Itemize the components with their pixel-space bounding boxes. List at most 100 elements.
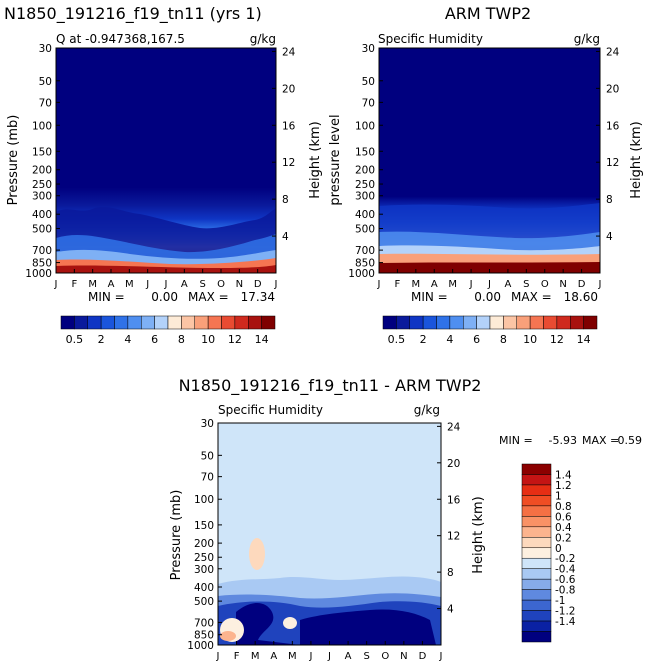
p3-ptick-label-11: 850 [194,630,214,642]
cbar3-label-6: 0.2 [555,532,572,544]
p1-mtick-label-10: N [236,279,243,290]
p2-mtick-label-2: M [412,279,421,290]
p2-ptick-label-4: 150 [355,146,375,158]
cbar2-label-1: 2 [420,333,427,346]
p1-htick-label-5: 4 [282,231,289,243]
p1-mtick-label-0: J [54,279,58,290]
p1-ptick-label-7: 300 [32,191,52,203]
p3-ptick-label-5: 200 [194,538,214,550]
p2-ptick-label-8: 400 [355,209,375,221]
p3-mtick-label-11: D [419,651,427,662]
p1-htick-label-1: 20 [282,83,295,95]
cbar1-swatch-14 [248,315,262,330]
panel2-min-value: 0.00 [474,290,501,304]
model-panel: N1850_191216_f19_tn11 (yrs 1) Q at -0.94… [4,4,323,304]
p2-mtick-label-5: J [469,279,473,290]
p3-htick-label-0: 24 [447,421,461,433]
colorbar-model: 0.5 2 4 6 8 10 12 14 [60,315,276,346]
cbar3-swatch-1 [521,474,552,486]
p1-mtick-label-8: S [199,279,205,290]
cbar3-swatch-9 [521,557,552,569]
p1-ptick-label-12: 1000 [25,268,52,280]
p2-ptick-label-1: 50 [362,76,375,88]
panel3-contour-minus14 [236,603,436,645]
cbar3-label-1: 1.2 [555,480,572,492]
panel1-max-label: MAX = [188,290,229,304]
cbar2-label-2: 4 [446,333,453,346]
cbar3-label-9: -0.4 [555,564,576,576]
p2-ptick-label-10: 700 [355,245,375,257]
cbar1-swatch-4 [114,315,129,330]
cbar2-swatch-14 [570,315,584,330]
p3-mtick-label-12: J [439,651,443,662]
cbar3-label-4: 0.6 [555,511,572,523]
p1-ptick-label-8: 400 [32,209,52,221]
cbar1-swatch-7 [154,315,169,330]
p1-ptick-label-10: 700 [32,245,52,257]
p2-ptick-label-2: 70 [362,97,375,109]
cbar2-label-5: 10 [523,333,537,346]
panel3-max-label: MAX = [582,434,619,447]
p2-mtick-label-9: O [541,279,549,290]
cbar1-label-4: 8 [178,333,185,346]
panel3-subtitle-left: Specific Humidity [218,403,323,417]
cbar1-swatch-0 [60,315,75,330]
p1-mtick-label-3: A [108,279,115,290]
panel1-max-value: 17.34 [241,290,275,304]
cbar2-swatch-10 [516,315,531,330]
p3-mtick-label-4: M [288,651,297,662]
cbar3-label-8: -0.2 [555,553,576,565]
cbar3-swatch-12 [521,589,552,601]
cbar2-swatch-1 [396,315,410,330]
cbar2-swatch-9 [503,315,517,330]
p3-ptick-label-10: 700 [194,617,214,629]
cbar2-swatch-2 [409,315,424,330]
panel2-height-ticks: 24 20 16 12 8 4 [596,46,620,243]
cbar3-swatch-3 [521,495,552,507]
cbar3-label-0: 1.4 [555,469,572,481]
p3-ptick-label-1: 50 [201,450,214,462]
panel2-subtitle-left: Specific Humidity [378,32,483,46]
cbar2-swatch-11 [529,315,544,330]
cbar2-label-7: 14 [577,333,591,346]
p2-ptick-label-3: 100 [355,120,375,132]
cbar2-swatch-6 [463,315,477,330]
panel3-min-value: -5.93 [549,434,577,447]
cbar2-swatch-12 [543,315,558,330]
cbar1-label-3: 6 [151,333,158,346]
p1-ptick-label-2: 70 [39,97,52,109]
panel2-max-value: 18.60 [564,290,598,304]
cbar2-swatch-3 [422,315,437,330]
p1-ptick-label-6: 250 [32,179,52,191]
p3-htick-label-4: 8 [447,567,454,579]
cbar2-label-3: 6 [473,333,480,346]
panel3-height-ticks: 24 20 16 12 8 4 [437,421,461,616]
p1-mtick-label-7: A [181,279,188,290]
p1-mtick-label-4: M [125,279,134,290]
cbar1-label-2: 4 [124,333,131,346]
p3-mtick-label-10: N [400,651,407,662]
p3-ptick-label-8: 400 [194,582,214,594]
p2-ptick-label-12: 1000 [348,268,375,280]
cbar1-label-1: 2 [98,333,105,346]
p3-ptick-label-9: 500 [194,596,214,608]
p1-mtick-label-2: M [88,279,97,290]
cbar2-swatch-8 [489,315,504,330]
cbar3-label-10: -0.6 [555,574,576,586]
cbar1-swatch-9 [181,315,195,330]
cbar3-swatch-6 [521,526,552,538]
p2-mtick-label-12: J [598,279,602,290]
cbar1-swatch-15 [261,315,276,330]
panel1-min-value: 0.00 [151,290,178,304]
cbar2-label-6: 12 [550,333,564,346]
p3-htick-label-3: 12 [447,531,460,543]
p3-mtick-label-8: S [363,651,369,662]
p1-ptick-label-1: 50 [39,76,52,88]
cbar3-swatch-16 [521,631,552,643]
panel1-subtitle-right: g/kg [250,32,276,46]
cbar2-swatch-13 [556,315,571,330]
p3-htick-label-5: 4 [447,604,454,616]
